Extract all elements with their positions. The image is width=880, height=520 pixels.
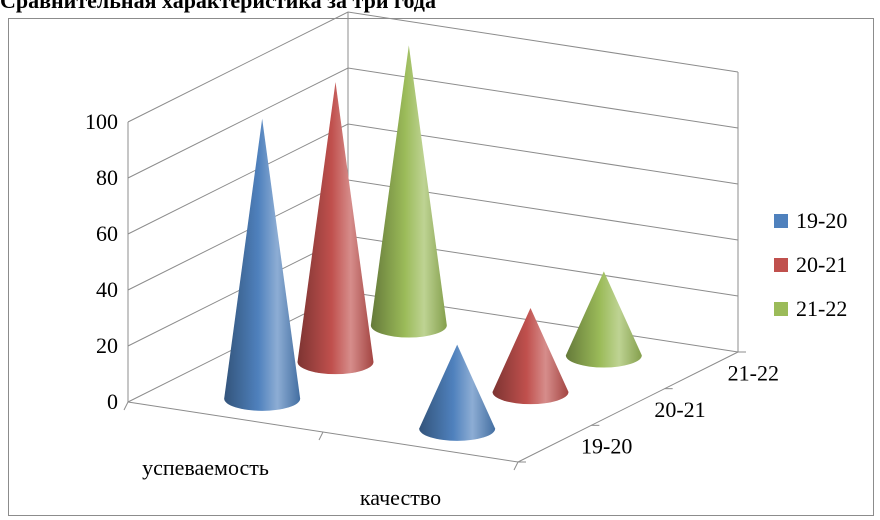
cone-mark <box>224 118 301 411</box>
y-tick-label: 0 <box>107 389 118 414</box>
x-tick <box>513 461 519 471</box>
cone-mark <box>565 271 642 368</box>
depth-label: 19-20 <box>581 434 632 459</box>
cone-mark <box>419 344 496 441</box>
gridline <box>127 67 739 179</box>
depth-axis: 19-20 20-21 21-22 <box>517 351 779 463</box>
y-tick-label: 100 <box>85 109 118 134</box>
page-heading: Сравнительная характеристика за три года <box>0 0 436 13</box>
legend-swatch <box>774 214 788 228</box>
cones <box>224 45 642 441</box>
x-tick <box>123 401 129 411</box>
legend: 19-20 20-21 21-22 <box>774 208 847 321</box>
cone-mark <box>297 82 374 375</box>
chart-walls <box>127 11 739 403</box>
y-tick-label: 80 <box>96 165 118 190</box>
depth-label: 21-22 <box>728 360 779 385</box>
depth-axis-line <box>517 351 739 463</box>
gridline <box>127 11 739 123</box>
y-tick-label: 40 <box>96 277 118 302</box>
cone-mark <box>492 308 569 405</box>
legend-swatch <box>774 302 788 316</box>
x-category-label: качество <box>360 485 441 510</box>
y-tick-label: 20 <box>96 333 118 358</box>
x-tick <box>318 431 324 441</box>
depth-label: 20-21 <box>654 397 705 422</box>
legend-label: 20-21 <box>796 252 847 277</box>
gridline <box>127 123 739 235</box>
legend-label: 19-20 <box>796 208 847 233</box>
y-axis: 0 20 40 60 80 100 <box>85 109 118 414</box>
y-tick-label: 60 <box>96 221 118 246</box>
legend-label: 21-22 <box>796 296 847 321</box>
cone-mark <box>370 45 447 338</box>
x-axis: успеваемость качество <box>123 401 519 510</box>
legend-swatch <box>774 258 788 272</box>
x-category-label: успеваемость <box>142 455 269 480</box>
